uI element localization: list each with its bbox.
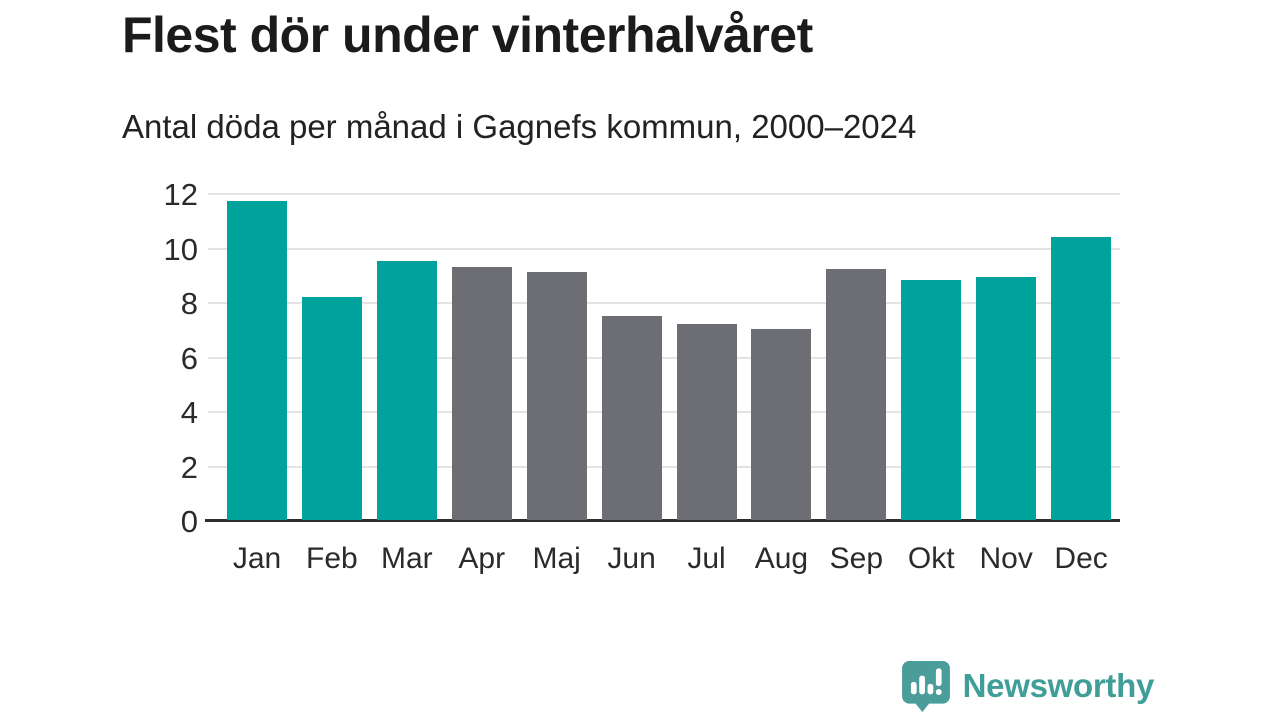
x-tick-label-jun: Jun: [607, 542, 656, 575]
logo-bar-tall: [918, 675, 925, 695]
x-tick-label-feb: Feb: [306, 542, 358, 575]
x-axis-line: [205, 519, 1120, 522]
gridline-6: [208, 356, 1120, 359]
gridline-12: [208, 193, 1120, 195]
x-tick-label-nov: Nov: [979, 542, 1033, 575]
x-tick-label-jan: Jan: [232, 542, 282, 575]
bar-jan: [227, 201, 287, 520]
y-tick-label-12: 12: [163, 177, 198, 212]
chart-subtitle: Antal döda per månad i Gagnefs kommun, 2…: [122, 108, 917, 145]
bar-jul: [676, 323, 737, 520]
gridline-10: [208, 247, 1120, 250]
x-tick-label-jul: Jul: [687, 542, 726, 575]
y-axis-labels: 0 2 4 6 8 10 12: [130, 179, 198, 537]
y-tick-label-2: 2: [180, 449, 198, 485]
x-tick-label-mar: Mar: [380, 542, 433, 575]
x-axis-labels: Jan Feb Mar Apr Maj Jun Jul Aug Sep Okt Nov Dec: [208, 541, 1120, 581]
x-tick-label-aug: Aug: [754, 542, 809, 575]
bar-apr: [451, 266, 512, 520]
logo-exclamation-line: [935, 668, 942, 686]
x-tick-label-okt: Okt: [907, 542, 955, 575]
bar-maj: [526, 272, 587, 520]
logo-bar-medium: [927, 683, 933, 695]
y-tick-label-8: 8: [180, 286, 198, 321]
x-tick-label-apr: Apr: [458, 542, 506, 575]
y-tick-label-10: 10: [163, 231, 198, 267]
chart-title: Flest dör under vinterhalvåret: [122, 7, 813, 63]
gridline-8: [208, 302, 1120, 304]
bar-okt: [901, 280, 962, 520]
x-tick-label-sep: Sep: [829, 542, 884, 575]
brand-logo: Newsworthy: [901, 660, 1154, 712]
gridline-4: [208, 411, 1120, 413]
y-tick-label-6: 6: [180, 340, 198, 376]
bar-jun: [601, 315, 662, 520]
x-tick-label-dec: Dec: [1054, 542, 1108, 575]
newsworthy-logo-icon: [901, 661, 950, 712]
logo-exclamation-dot: [935, 689, 942, 695]
plot-area: [205, 193, 1120, 522]
y-tick-label-4: 4: [180, 395, 198, 430]
brand-name: Newsworthy: [962, 667, 1155, 704]
bar-aug: [751, 329, 812, 520]
bar-feb: [301, 296, 362, 520]
x-tick-label-maj: Maj: [532, 542, 581, 575]
bar-nov: [976, 277, 1037, 520]
bar-dec: [1051, 236, 1112, 520]
bar-sep: [826, 269, 887, 520]
bar-mar: [376, 261, 437, 520]
logo-bar-small: [910, 681, 917, 695]
speech-bubble-shape: [901, 661, 950, 712]
y-tick-label-0: 0: [180, 504, 198, 539]
gridline-2: [208, 465, 1120, 468]
